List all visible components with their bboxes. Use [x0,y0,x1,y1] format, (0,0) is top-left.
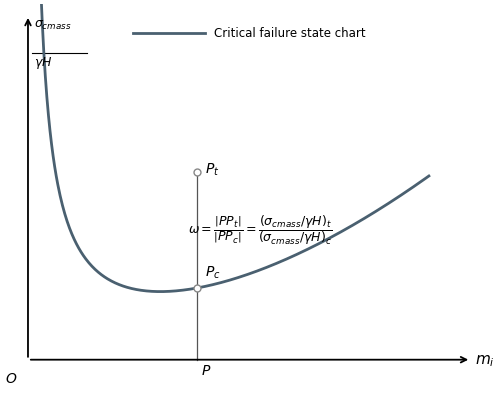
Text: $P_c$: $P_c$ [205,264,221,281]
Text: $O$: $O$ [5,372,18,387]
Text: $P_t$: $P_t$ [205,162,220,178]
Text: Critical failure state chart: Critical failure state chart [214,27,366,40]
Text: $\sigma_{cmass}$: $\sigma_{cmass}$ [34,19,72,32]
Text: $m_i$: $m_i$ [476,354,495,369]
Text: $P$: $P$ [201,364,211,378]
Text: $\gamma H$: $\gamma H$ [34,55,53,71]
Text: $\omega = \dfrac{\left|PP_t\right|}{\left|PP_c\right|} = \dfrac{(\sigma_{cmass}/: $\omega = \dfrac{\left|PP_t\right|}{\lef… [188,213,332,247]
